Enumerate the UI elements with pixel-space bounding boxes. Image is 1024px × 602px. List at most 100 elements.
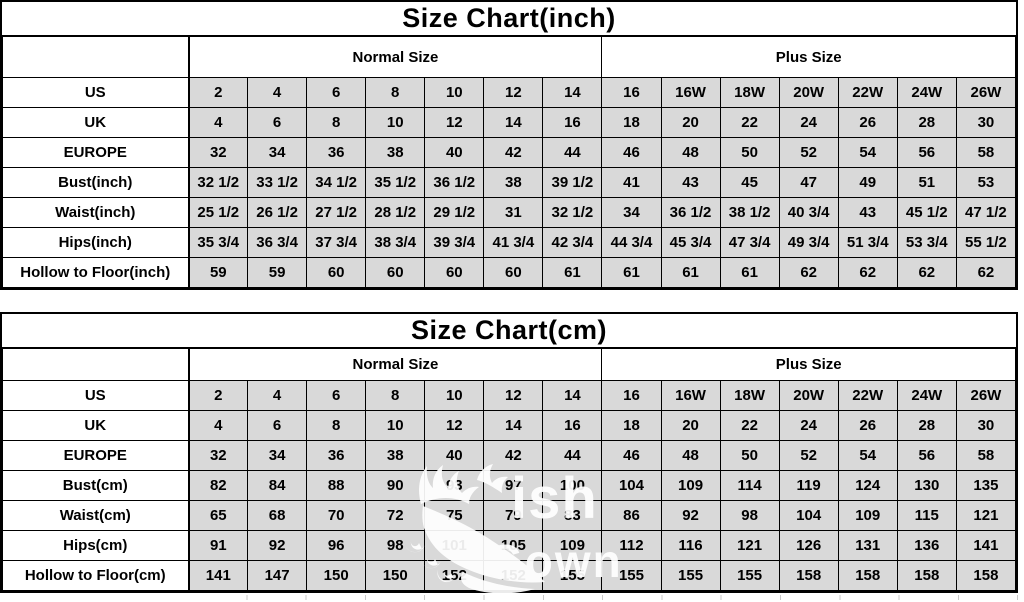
- value-cell: 2: [187, 77, 249, 108]
- value-cell: 141: [955, 530, 1017, 561]
- value-cell: 152: [483, 560, 544, 591]
- table-row: Bust(cm) 82 84 88 90 93 97 100 104 109 114 119 124 13…: [2, 470, 1017, 501]
- value-cell: 54: [837, 440, 898, 471]
- value-cell: 45 1/2: [896, 197, 957, 228]
- value-cell: 97: [483, 470, 544, 501]
- value-cell: 82: [187, 470, 249, 501]
- value-cell: 92: [247, 530, 308, 561]
- value-cell: 36 3/4: [247, 227, 308, 258]
- value-cell: 26W: [955, 380, 1017, 411]
- value-cell: 60: [306, 257, 367, 288]
- value-cell: 59: [247, 257, 308, 288]
- value-cell: 22W: [837, 380, 898, 411]
- value-cell: 26: [837, 410, 898, 441]
- value-cell: 28: [896, 107, 957, 138]
- value-cell: 4: [247, 380, 308, 411]
- value-cell: 24: [778, 410, 839, 441]
- row-label: Bust(cm): [2, 470, 190, 501]
- value-cell: 121: [719, 530, 780, 561]
- value-cell: 6: [306, 77, 367, 108]
- value-cell: 47 1/2: [955, 197, 1017, 228]
- value-cell: 14: [483, 107, 544, 138]
- value-cell: 47: [778, 167, 839, 198]
- value-cell: 33 1/2: [247, 167, 308, 198]
- value-cell: 68: [247, 500, 308, 531]
- value-cell: 32: [187, 440, 249, 471]
- table-row: Hips(cm) 91 92 96 98 101 105 109 112 116 121 126 131…: [2, 530, 1017, 561]
- column-group-header: Normal Size: [187, 36, 603, 78]
- value-cell: 109: [837, 500, 898, 531]
- value-cell: 158: [896, 560, 957, 591]
- value-cell: 155: [660, 560, 721, 591]
- value-cell: 24W: [896, 77, 957, 108]
- value-cell: 61: [601, 257, 662, 288]
- table-row: US 2 4 6 8 10 12 14 16 16W 18W 20W 22W 24W 26W: [2, 77, 1017, 108]
- value-cell: 152: [424, 560, 485, 591]
- column-group-row: Normal Size Plus Size: [2, 36, 1016, 78]
- value-cell: 18: [601, 410, 662, 441]
- column-group-header: Plus Size: [601, 36, 1016, 78]
- value-cell: 31: [483, 197, 544, 228]
- value-cell: 36: [306, 137, 367, 168]
- size-chart-inch-table: Normal Size Plus Size US 2 4 6 8 10 12 14 16 16W 18W…: [2, 36, 1017, 288]
- value-cell: 46: [601, 137, 662, 168]
- value-cell: 20: [660, 410, 721, 441]
- value-cell: 12: [424, 410, 485, 441]
- value-cell: 51: [896, 167, 957, 198]
- value-cell: 16W: [660, 77, 721, 108]
- row-label: US: [2, 380, 190, 411]
- value-cell: 8: [365, 77, 426, 108]
- value-cell: 50: [719, 440, 780, 471]
- value-cell: 121: [955, 500, 1017, 531]
- value-cell: 36: [306, 440, 367, 471]
- table-row: EUROPE 32 34 36 38 40 42 44 46 48 50 52 54 56 58: [2, 137, 1017, 168]
- value-cell: 61: [719, 257, 780, 288]
- value-cell: 6: [306, 380, 367, 411]
- cropped-next-row: [188, 595, 1018, 600]
- value-cell: 36 1/2: [424, 167, 485, 198]
- value-cell: 6: [247, 107, 308, 138]
- value-cell: 45 3/4: [660, 227, 721, 258]
- value-cell: 42: [483, 440, 544, 471]
- value-cell: 28 1/2: [365, 197, 426, 228]
- value-cell: 38: [483, 167, 544, 198]
- value-cell: 136: [896, 530, 957, 561]
- table-row: Waist(cm) 65 68 70 72 75 79 83 86 92 98 104 109 115 12…: [2, 500, 1017, 531]
- value-cell: 6: [247, 410, 308, 441]
- value-cell: 20W: [778, 380, 839, 411]
- value-cell: 40: [424, 440, 485, 471]
- value-cell: 8: [306, 107, 367, 138]
- value-cell: 104: [778, 500, 839, 531]
- value-cell: 109: [660, 470, 721, 501]
- value-cell: 16W: [660, 380, 721, 411]
- value-cell: 60: [424, 257, 485, 288]
- value-cell: 48: [660, 440, 721, 471]
- row-label: Hips(inch): [2, 227, 190, 258]
- value-cell: 27 1/2: [306, 197, 367, 228]
- value-cell: 41 3/4: [483, 227, 544, 258]
- value-cell: 60: [365, 257, 426, 288]
- value-cell: 155: [601, 560, 662, 591]
- value-cell: 100: [542, 470, 603, 501]
- value-cell: 12: [424, 107, 485, 138]
- value-cell: 4: [187, 107, 249, 138]
- value-cell: 4: [187, 410, 249, 441]
- row-label: US: [2, 77, 190, 108]
- value-cell: 131: [837, 530, 898, 561]
- value-cell: 42 3/4: [542, 227, 603, 258]
- value-cell: 38 1/2: [719, 197, 780, 228]
- value-cell: 10: [424, 380, 485, 411]
- value-cell: 35 1/2: [365, 167, 426, 198]
- value-cell: 16: [601, 380, 662, 411]
- value-cell: 150: [365, 560, 426, 591]
- row-label: UK: [2, 410, 190, 441]
- value-cell: 158: [837, 560, 898, 591]
- row-label: Hollow to Floor(cm): [2, 560, 190, 591]
- value-cell: 158: [955, 560, 1017, 591]
- value-cell: 88: [306, 470, 367, 501]
- value-cell: 18W: [719, 380, 780, 411]
- value-cell: 32 1/2: [542, 197, 603, 228]
- value-cell: 10: [365, 107, 426, 138]
- value-cell: 24: [778, 107, 839, 138]
- value-cell: 44 3/4: [601, 227, 662, 258]
